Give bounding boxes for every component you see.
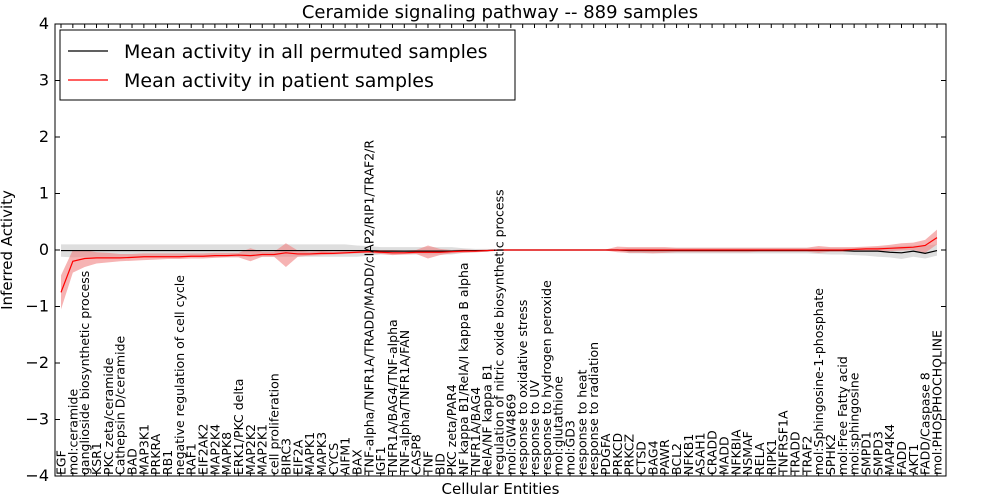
- x-category-label: NF kappa B1/RelA/I kappa B alpha: [456, 262, 471, 475]
- x-category-label: mol:PHOSPHOCHOLINE: [930, 330, 945, 475]
- x-category-label: RIPK1: [764, 439, 779, 475]
- x-category-label: RELA: [752, 442, 767, 475]
- x-category-label: response to hydrogen peroxide: [539, 280, 554, 475]
- x-category-label: mol:GD3: [563, 420, 578, 475]
- x-category-label: MAPK3: [314, 432, 329, 475]
- x-category-label: MAPK8: [219, 432, 234, 475]
- x-category-label: TNF-alpha/TNFR1A/TRADD/MADD/cIAP2/RIP1/T…: [361, 140, 376, 476]
- x-category-label: EGF: [54, 450, 69, 475]
- legend-label-patient: Mean activity in patient samples: [124, 70, 434, 92]
- x-category-label: response to radiation: [586, 342, 601, 475]
- x-category-label: BAX: [349, 449, 364, 475]
- x-category-label: regulation of nitric oxide biosynthetic …: [492, 189, 507, 475]
- x-category-label: MAP3K1: [136, 424, 151, 475]
- x-category-label: MAP2K2: [243, 424, 258, 475]
- x-category-label: FADD/Caspase 8: [918, 372, 933, 475]
- x-category-label: response to oxidative stress: [515, 300, 530, 475]
- x-category-label: KSR1: [89, 442, 104, 475]
- x-category-label: CYCS: [326, 443, 341, 475]
- x-category-label: CASP8: [409, 434, 424, 475]
- x-category-label: PDGFA: [598, 433, 613, 475]
- x-axis-label: Cellular Entities: [442, 480, 560, 498]
- x-category-label: CTSD: [634, 441, 649, 475]
- x-category-label: MAPK1: [302, 432, 317, 475]
- x-category-label: MAP2K4: [207, 424, 222, 475]
- x-category-label: MADD: [716, 436, 731, 475]
- x-category-label: PAWR: [657, 439, 672, 475]
- x-category-label: RelA/NF kappa B1: [480, 364, 495, 475]
- x-category-label: ASAH1: [693, 432, 708, 475]
- y-tick-label: 1: [39, 184, 49, 203]
- legend-label-permuted: Mean activity in all permuted samples: [124, 41, 487, 63]
- y-tick-label: −2: [25, 353, 49, 372]
- y-tick-label: 2: [39, 127, 49, 146]
- x-category-label: mol:sphingosine: [847, 372, 862, 475]
- x-category-label: TNF: [420, 451, 435, 476]
- x-category-label: CRADD: [705, 430, 720, 475]
- plot-frame: [54, 23, 947, 477]
- chart-title: Ceramide signaling pathway -- 889 sample…: [302, 2, 698, 23]
- x-category-label: IGF1: [373, 446, 388, 475]
- legend-box: [59, 29, 516, 101]
- x-category-label: TNF-alpha/TNFR1A/FAN: [397, 330, 412, 476]
- x-category-label: EIF2A: [290, 439, 305, 475]
- y-tick-label: −1: [25, 297, 49, 316]
- y-tick-label: 3: [39, 71, 49, 90]
- x-category-label: negative regulation of cell cycle: [172, 275, 187, 475]
- x-category-label: AIFM1: [338, 437, 353, 475]
- x-category-label: mol:glutathione: [551, 376, 566, 475]
- x-category-label: PKC zeta/PAR4: [444, 384, 459, 475]
- x-category-label: ganglioside biosynthetic process: [77, 271, 92, 475]
- x-category-label: ERK1/PKC delta: [231, 379, 246, 475]
- x-category-label: RB1: [160, 450, 175, 475]
- x-category-label: mol:ceramide: [65, 389, 80, 475]
- patient-mean-line: [60, 237, 938, 293]
- y-tick-label: 0: [39, 240, 49, 259]
- x-category-label: TRAF2: [799, 435, 814, 476]
- x-category-label: EIF2AK2: [196, 424, 211, 475]
- x-category-label: SMPD1: [858, 431, 873, 475]
- x-category-label: SPHK2: [823, 434, 838, 475]
- x-category-label: Cathepsin D/ceramide: [113, 335, 128, 475]
- plot-area: 4 3 2 1 0 −1 −2 −3 −4 EGFmol:ceramideganglioside …: [25, 14, 946, 485]
- x-category-label: NSMAF: [740, 431, 755, 475]
- x-category-label: SMPD3: [870, 431, 885, 475]
- x-category-label: AKT1: [906, 444, 921, 475]
- x-category-label: TNFR1A/BAG4/TNF-alpha: [385, 319, 400, 476]
- x-category-label: NFKB1: [681, 434, 696, 475]
- legend: Mean activity in all permuted samples Me…: [59, 29, 516, 101]
- x-category-label: PRKRA: [148, 433, 163, 475]
- x-category-label: TNFR1A/BAG4: [468, 387, 483, 476]
- x-category-label: response to UV: [527, 380, 542, 475]
- x-category-label: BIRC3: [278, 438, 293, 475]
- x-category-label: mol:Sphingosine-1-phosphate: [811, 288, 826, 475]
- x-category-label: response to heat: [574, 369, 589, 475]
- x-category-label: RAF1: [184, 443, 199, 475]
- x-category-label: BID: [432, 453, 447, 475]
- y-axis-label: Inferred Activity: [0, 190, 16, 310]
- x-category-label: FADD: [894, 441, 909, 475]
- x-category-label: BCL2: [669, 443, 684, 475]
- x-category-label: MAP2K1: [255, 424, 270, 475]
- y-tick-label: −4: [25, 466, 49, 485]
- x-category-label: MAP4K4: [882, 424, 897, 475]
- y-tick-label: 4: [39, 14, 49, 33]
- x-category-label: TRADD: [787, 431, 802, 476]
- x-category-label: BAG4: [645, 440, 660, 475]
- x-category-label: PKC zeta/ceramide: [101, 357, 116, 475]
- x-category-label: PRKCD: [610, 433, 625, 475]
- x-category-label: cell proliferation: [267, 373, 282, 475]
- x-category-label: NFKBIA: [728, 429, 743, 475]
- x-category-label: BAD: [125, 448, 140, 475]
- x-category-label: PRKCZ: [622, 434, 637, 475]
- x-category-label: mol:Free Fatty acid: [835, 356, 850, 475]
- y-tick-label: −3: [25, 410, 49, 429]
- x-category-label: mol:GW4869: [503, 394, 518, 475]
- x-category-label: TNFRSF1A: [776, 410, 791, 476]
